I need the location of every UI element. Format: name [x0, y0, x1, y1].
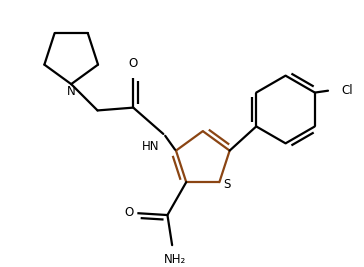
Text: N: N — [67, 85, 76, 98]
Text: S: S — [223, 178, 231, 191]
Text: NH₂: NH₂ — [164, 253, 186, 266]
Text: O: O — [124, 206, 134, 219]
Text: Cl: Cl — [341, 84, 353, 97]
Text: HN: HN — [142, 140, 159, 152]
Text: O: O — [128, 57, 138, 70]
